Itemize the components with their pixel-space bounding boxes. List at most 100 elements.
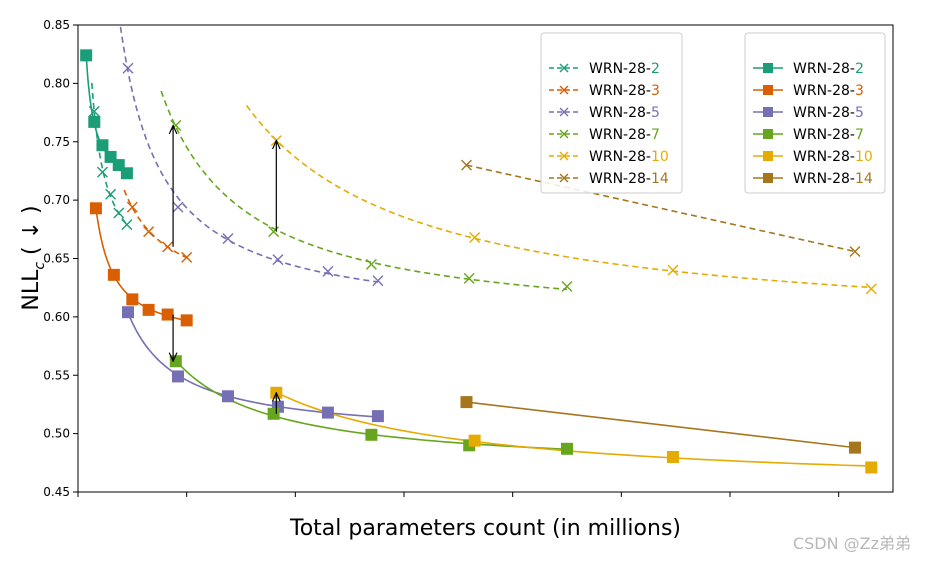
series-wrn-28-7-vanilla-point <box>170 119 182 131</box>
series-wrn-28-5-cutmixmo-point <box>171 370 184 383</box>
series-wrn-28-3-vanilla-line <box>123 189 188 259</box>
watermark: CSDN @Zz弟弟 <box>792 534 911 553</box>
series-wrn-28-2-cutmixmo-point <box>120 167 133 180</box>
legend-label-wrn-28-7: WRN-28-7 <box>589 127 660 143</box>
series-wrn-28-7-vanilla-point <box>561 281 573 293</box>
legend-label-wrn-28-14: WRN-28-14 <box>589 171 669 187</box>
series-wrn-28-3-vanilla-point <box>181 251 193 263</box>
y-tick-label: 0.45 <box>43 485 70 499</box>
series-wrn-28-5-vanilla-line <box>119 26 379 283</box>
legend-label-wrn-28-5: WRN-28-5 <box>589 105 660 121</box>
legend-label-base: WRN-28- <box>589 171 651 187</box>
series-wrn-28-10-vanilla-point <box>667 264 679 276</box>
legend-label-width: 2 <box>855 61 864 77</box>
series-wrn-28-5-vanilla-point <box>222 233 234 245</box>
y-tick-label: 0.75 <box>43 135 70 149</box>
legend-label-base: WRN-28- <box>589 149 651 165</box>
y-tick-label: 0.50 <box>43 427 70 441</box>
series-wrn-28-7-cutmixmo-point <box>169 355 182 368</box>
series-wrn-28-14-cutmixmo-point <box>460 396 473 409</box>
series-wrn-28-5-cutmixmo-line <box>126 309 378 418</box>
y-tick-label: 0.65 <box>43 252 70 266</box>
series-wrn-28-10-cutmixmo-point <box>468 434 481 447</box>
series-wrn-28-2-vanilla-point <box>113 207 125 219</box>
y-axis-label: NLLc ( ↓ ) <box>19 205 48 310</box>
legend-label-wrn-28-3: WRN-28-3 <box>589 83 660 99</box>
series-wrn-28-2-vanilla-point <box>96 166 108 178</box>
series-wrn-28-2-vanilla-point <box>88 105 100 117</box>
series-wrn-28-3-vanilla-point <box>162 241 174 253</box>
legend-label-width: 7 <box>651 127 660 143</box>
legend-label-width: 7 <box>855 127 864 143</box>
series-wrn-28-5-cutmixmo-point <box>321 406 334 419</box>
series-wrn-28-5-cutmixmo-point <box>221 390 234 403</box>
legend-swatch-marker <box>763 107 773 117</box>
series-wrn-28-10-vanilla-line <box>245 105 872 289</box>
legend-label-base: WRN-28- <box>589 83 651 99</box>
legend-label-base: WRN-28- <box>589 61 651 77</box>
legend-label-width: 10 <box>855 149 873 165</box>
series-wrn-28-2-cutmixmo-point <box>96 139 109 152</box>
series-wrn-28-7-vanilla-point <box>268 226 280 238</box>
series-wrn-28-14-vanilla-point <box>849 246 861 257</box>
series-wrn-28-3-cutmixmo-point <box>180 314 193 327</box>
series-wrn-28-10-cutmixmo-point <box>666 450 679 463</box>
series-wrn-28-3-cutmixmo-point <box>89 202 102 215</box>
legend-box <box>540 32 683 194</box>
legend-label-base: WRN-28- <box>793 105 855 121</box>
y-tick-label: 0.70 <box>43 193 70 207</box>
legend-swatch-marker <box>559 151 569 161</box>
series-wrn-28-2-vanilla-point <box>121 219 133 231</box>
series-wrn-28-3-cutmixmo-point <box>161 308 174 321</box>
series-wrn-28-14-cutmixmo-line <box>466 401 856 449</box>
legend-label-width: 14 <box>855 171 873 187</box>
series-wrn-28-5-vanilla-point <box>372 275 384 287</box>
legend-box <box>744 32 886 194</box>
series-wrn-28-5-cutmixmo-point <box>371 410 384 423</box>
legend-label-wrn-28-7: WRN-28-7 <box>793 127 864 143</box>
x-axis-label: Total parameters count (in millions) <box>289 516 681 541</box>
legend-label-width: 5 <box>855 105 864 121</box>
series-wrn-28-3-vanilla-point <box>126 201 138 213</box>
legend-label-wrn-28-2: WRN-28-2 <box>589 61 660 77</box>
legend-label-width: 2 <box>651 61 660 77</box>
legend-label-base: WRN-28- <box>589 127 651 143</box>
series-wrn-28-7-vanilla-point <box>463 272 475 284</box>
legend-vanilla: WRN-28-2WRN-28-3WRN-28-5WRN-28-7WRN-28-1… <box>540 32 683 194</box>
legend-swatch-marker <box>763 63 773 73</box>
legend-label-width: 3 <box>855 83 864 99</box>
legend-label-base: WRN-28- <box>793 127 855 143</box>
series-wrn-28-14-vanilla-line <box>466 164 856 253</box>
series-wrn-28-7-cutmixmo-point <box>365 428 378 441</box>
series-wrn-28-7-vanilla-line <box>160 90 568 291</box>
legend-label-wrn-28-5: WRN-28-5 <box>793 105 864 121</box>
legend-swatch-marker <box>559 63 569 73</box>
legend-cutmixmo: WRN-28-2WRN-28-3WRN-28-5WRN-28-7WRN-28-1… <box>744 32 886 194</box>
series-wrn-28-7-cutmixmo-point <box>561 442 573 455</box>
legend-label-base: WRN-28- <box>793 61 855 77</box>
legend-swatch-marker <box>559 85 569 95</box>
y-tick-label: 0.55 <box>43 368 70 382</box>
legend-swatch-marker <box>559 129 569 139</box>
series-wrn-28-7-vanilla-point <box>365 258 377 270</box>
series-wrn-28-7-cutmixmo-point <box>267 407 280 420</box>
legend-label-wrn-28-3: WRN-28-3 <box>793 83 864 99</box>
series-wrn-28-3-cutmixmo-point <box>142 303 155 316</box>
y-axis-label-suffix: ( ↓ ) <box>19 205 44 262</box>
series-wrn-28-5-vanilla-point <box>272 254 284 266</box>
y-tick-label: 0.60 <box>43 310 70 324</box>
legend-label-wrn-28-14: WRN-28-14 <box>793 171 873 187</box>
legend-swatch-marker <box>763 151 773 161</box>
series-wrn-28-14-cutmixmo-point <box>848 441 861 454</box>
series-wrn-28-10-vanilla-point <box>865 283 877 295</box>
y-tick-label: 0.80 <box>43 76 70 90</box>
y-axis-label-main: NLL <box>19 269 44 311</box>
legend-label-width: 3 <box>651 83 660 99</box>
legend-label-wrn-28-2: WRN-28-2 <box>793 61 864 77</box>
legend-label-base: WRN-28- <box>793 149 855 165</box>
legend-label-base: WRN-28- <box>793 83 855 99</box>
series-wrn-28-10-vanilla-point <box>469 231 481 243</box>
legend-label-wrn-28-10: WRN-28-10 <box>589 149 669 165</box>
legend-swatch-marker <box>763 129 773 139</box>
